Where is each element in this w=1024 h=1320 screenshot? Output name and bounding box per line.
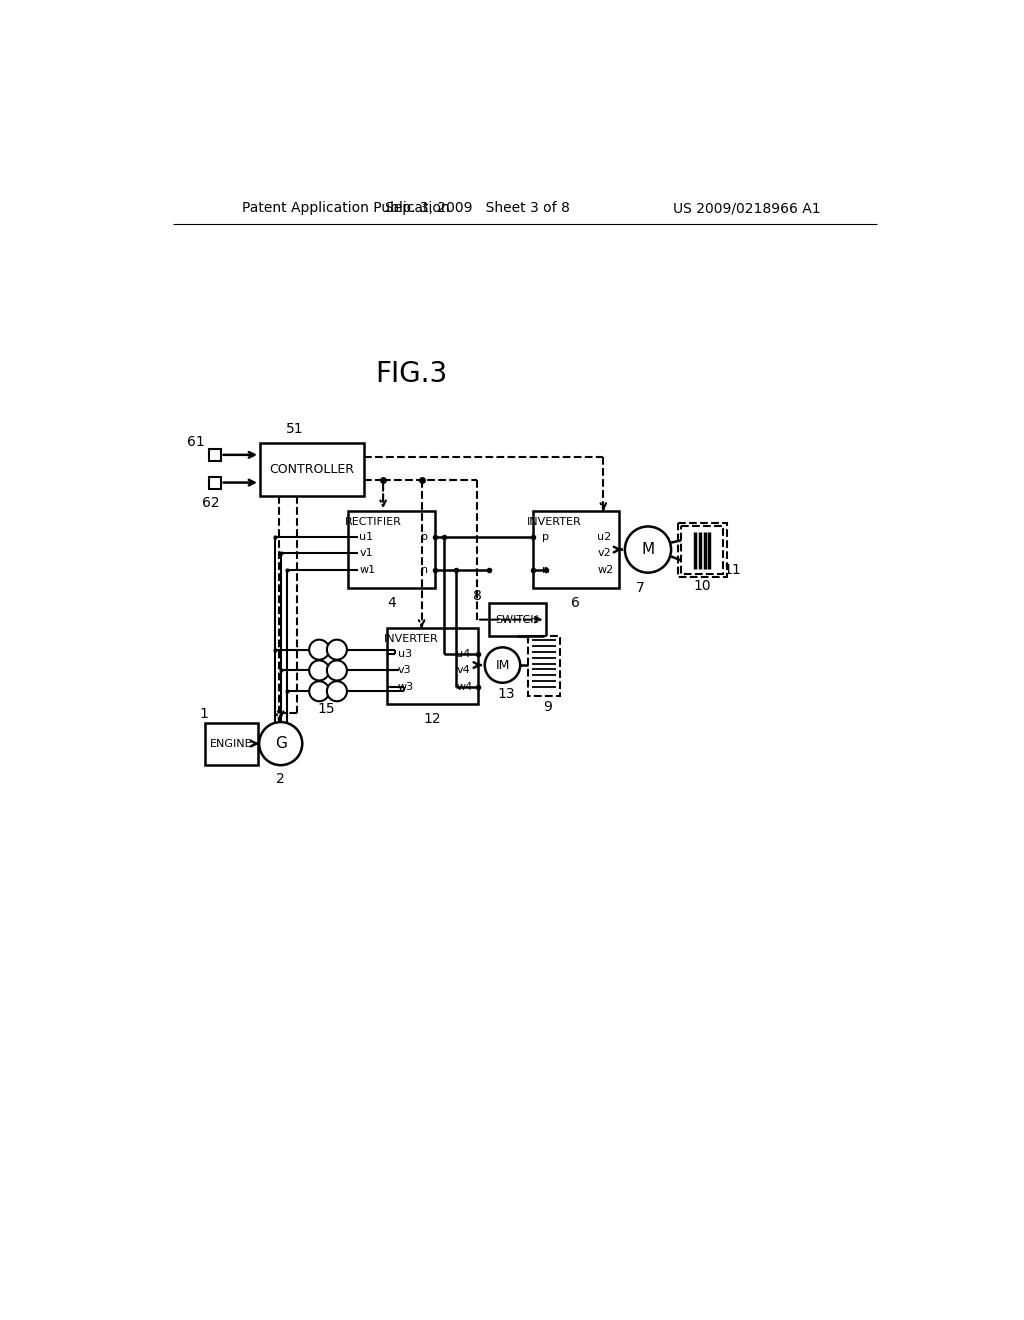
Text: 10: 10 <box>693 578 711 593</box>
Text: IM: IM <box>496 659 510 672</box>
Text: w4: w4 <box>457 681 472 692</box>
Text: p: p <box>421 532 428 543</box>
Circle shape <box>327 640 347 660</box>
Text: w3: w3 <box>397 681 414 692</box>
Bar <box>348 511 435 589</box>
Circle shape <box>625 527 671 573</box>
Text: G: G <box>274 737 287 751</box>
Bar <box>387 628 478 704</box>
Text: FIG.3: FIG.3 <box>376 360 447 388</box>
Circle shape <box>309 640 330 660</box>
Text: Sep. 3, 2009   Sheet 3 of 8: Sep. 3, 2009 Sheet 3 of 8 <box>385 202 569 215</box>
Text: INVERTER: INVERTER <box>526 517 582 527</box>
Text: 12: 12 <box>424 711 441 726</box>
Text: v1: v1 <box>359 548 373 558</box>
Text: u3: u3 <box>397 649 412 659</box>
Circle shape <box>327 681 347 701</box>
Text: SWITCH: SWITCH <box>496 615 539 624</box>
Circle shape <box>309 660 330 681</box>
Text: v3: v3 <box>397 665 412 676</box>
Text: 7: 7 <box>636 581 645 595</box>
Text: v2: v2 <box>597 548 611 558</box>
Text: Patent Application Publication: Patent Application Publication <box>243 202 450 215</box>
Text: 1: 1 <box>200 706 208 721</box>
Text: M: M <box>641 543 654 557</box>
Text: 2: 2 <box>276 772 285 785</box>
Text: 11: 11 <box>724 564 741 577</box>
Bar <box>209 449 220 461</box>
Text: p: p <box>542 532 549 543</box>
Text: v4: v4 <box>457 665 470 676</box>
Text: ENGINE: ENGINE <box>210 739 253 748</box>
Bar <box>260 444 364 496</box>
Text: u4: u4 <box>457 649 470 659</box>
Text: 51: 51 <box>286 422 303 437</box>
Bar <box>209 478 220 488</box>
Text: 8: 8 <box>473 589 481 603</box>
Text: n: n <box>421 565 428 574</box>
Text: 4: 4 <box>387 597 396 610</box>
Text: CONTROLLER: CONTROLLER <box>269 463 354 477</box>
Text: u1: u1 <box>359 532 374 543</box>
Circle shape <box>309 681 330 701</box>
Text: 62: 62 <box>202 495 220 510</box>
Bar <box>488 603 546 636</box>
Bar <box>205 723 258 766</box>
Text: RECTIFIER: RECTIFIER <box>345 517 401 527</box>
Bar <box>678 524 727 577</box>
Text: w1: w1 <box>359 565 376 574</box>
Circle shape <box>484 647 520 682</box>
Text: n: n <box>542 565 549 574</box>
Bar <box>528 636 560 696</box>
Text: US 2009/0218966 A1: US 2009/0218966 A1 <box>673 202 820 215</box>
Bar <box>681 527 724 574</box>
Circle shape <box>327 660 347 681</box>
Bar <box>532 511 618 589</box>
Text: 15: 15 <box>317 702 335 715</box>
Circle shape <box>259 722 302 766</box>
Text: 61: 61 <box>187 434 205 449</box>
Text: 13: 13 <box>498 688 515 701</box>
Text: INVERTER: INVERTER <box>384 634 439 644</box>
Text: 6: 6 <box>571 597 580 610</box>
Text: w2: w2 <box>597 565 613 574</box>
Text: u2: u2 <box>597 532 611 543</box>
Text: 9: 9 <box>544 701 552 714</box>
